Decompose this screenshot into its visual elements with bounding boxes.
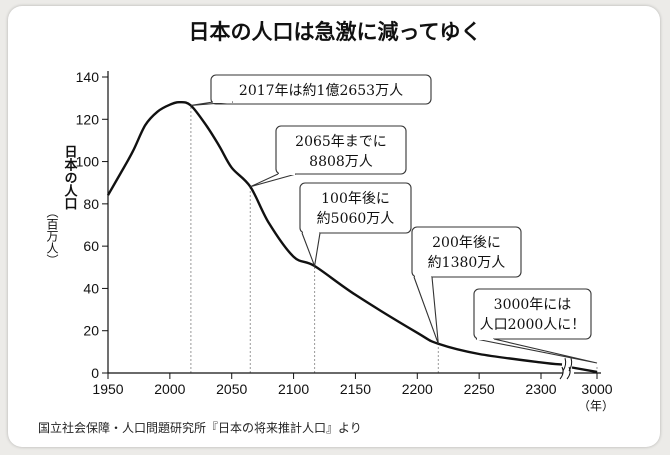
x-tick-label: 2200 [402,381,433,397]
callout-box [275,125,407,175]
callout-pointer [301,232,321,269]
callout-label: 約5060万人 [317,211,395,227]
callout-label: 2065年までに [295,134,387,150]
x-tick-label: 2050 [216,381,247,397]
callout-label: 2017年は約1億2653万人 [239,83,403,99]
x-tick-label: 2100 [278,381,309,397]
callout-label: 8808万人 [309,154,373,170]
y-axis-label: （百万人） 日本の人口 [45,145,77,266]
line-break-mark [562,358,573,372]
x-tick-label: 2250 [464,381,495,397]
callout-label: 100年後に [321,191,390,207]
series-line-population [106,100,563,366]
y-tick-label: 40 [83,280,99,296]
x-tick-label: 2150 [340,381,371,397]
x-tick-label: 3000 [581,381,612,397]
y-tick-label: 100 [76,154,100,170]
callout-label: 人口2000人に！ [480,317,586,333]
x-tick-label: 2000 [154,381,185,397]
callout-pointer [475,338,598,364]
callout-box [210,74,432,105]
callout-label: 200年後に [432,235,501,251]
x-tick-label: 1950 [92,381,123,397]
callout-2065: 2065年までに 8808万人 [250,125,407,188]
callout-2017: 2017年は約1億2653万人 [190,74,432,107]
callout-box [473,288,592,340]
y-tick-label: 20 [83,323,99,339]
x-axis-unit: （年） [578,399,614,413]
callout-pointer [250,173,297,188]
callout-pointer [413,276,439,345]
source-note: 国立社会保障・人口問題研究所『日本の将来推計人口』より [38,420,362,435]
axis-break-mark [559,366,571,380]
y-axis-title: 日本の人口 [62,145,78,210]
series-line-population-tail [571,366,598,374]
y-tick-label: 60 [83,238,99,254]
y-tick-label: 80 [83,196,99,212]
callout-box [411,226,522,278]
x-tick-label: 2300 [525,381,556,397]
callout-label: 3000年には [494,297,572,313]
y-tick-label: 140 [76,69,100,85]
y-tick-label: 0 [91,365,99,381]
y-axis-unit: （百万人） [45,206,59,266]
chart-title: 日本の人口は急激に減ってゆく [189,20,482,44]
callout-box [299,182,412,234]
callout-label: 約1380万人 [428,255,506,271]
y-tick-label: 120 [76,111,100,127]
